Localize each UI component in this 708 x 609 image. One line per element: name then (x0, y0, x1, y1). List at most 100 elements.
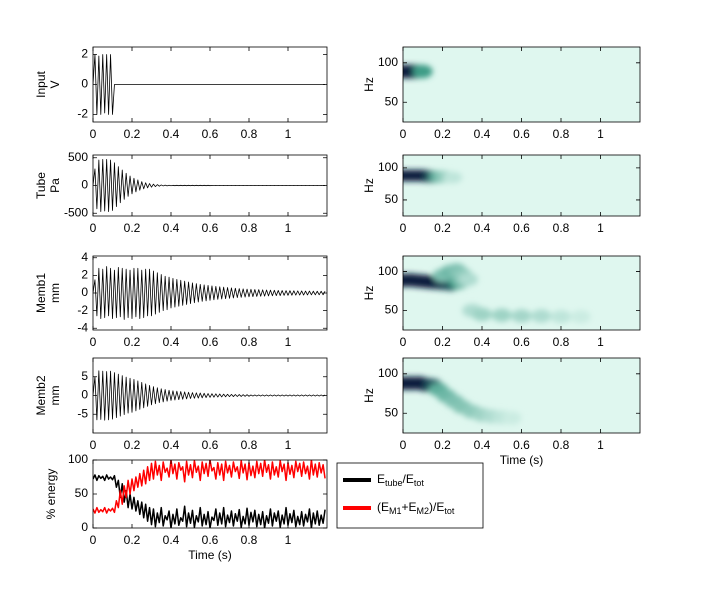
x-tick-label: 0.8 (241, 335, 258, 349)
plot-area (403, 256, 640, 330)
y-tick-label: 0 (81, 77, 88, 91)
y-tick-label: 0 (81, 285, 88, 299)
plot-area (93, 358, 327, 433)
legend-box (336, 462, 484, 529)
x-tick-label: 0.2 (434, 335, 451, 349)
y-tick-label: 50 (385, 192, 399, 206)
spectrogram-energy (403, 64, 433, 79)
x-tick-label: 0.4 (163, 127, 180, 141)
series-line (93, 460, 326, 514)
x-tick-label: 1 (285, 438, 292, 452)
y-axis-label: Pa (48, 178, 62, 193)
x-tick-label: 0 (90, 221, 97, 235)
y-tick-label: -2 (77, 107, 88, 121)
x-tick-label: 1 (597, 335, 604, 349)
y-axis-label: Memb2 (34, 375, 48, 415)
y-tick-label: 50 (385, 303, 399, 317)
y-tick-label: 4 (81, 250, 88, 264)
y-axis-label: Tube (34, 172, 48, 199)
energy-blob (531, 309, 552, 323)
x-tick-label: 0.8 (241, 221, 258, 235)
x-tick-label: 0.4 (474, 127, 491, 141)
x-tick-label: 0.2 (124, 533, 141, 547)
x-tick-label: 0 (90, 127, 97, 141)
legend-text: +E (402, 500, 417, 514)
x-axis-label: Time (s) (188, 548, 232, 562)
x-tick-label: 1 (285, 127, 292, 141)
y-tick-label: 500 (68, 150, 88, 164)
y-tick-label: 0 (81, 388, 88, 402)
x-tick-label: 1 (597, 438, 604, 452)
x-tick-label: 0.2 (124, 438, 141, 452)
x-tick-label: 0 (90, 438, 97, 452)
legend-text: (E (377, 500, 389, 514)
y-tick-label: 50 (75, 486, 89, 500)
plot-area (93, 155, 327, 216)
x-tick-label: 0.8 (241, 533, 258, 547)
x-tick-label: 0.4 (474, 221, 491, 235)
y-tick-label: 100 (378, 55, 398, 69)
x-tick-label: 0.8 (553, 438, 570, 452)
legend-subscript: tube (385, 478, 403, 488)
y-tick-label: -500 (64, 205, 88, 219)
axes-background (93, 358, 327, 433)
spectrogram-background (403, 155, 640, 216)
x-tick-label: 0.8 (241, 438, 258, 452)
x-tick-label: 0.4 (163, 438, 180, 452)
x-tick-label: 0.2 (434, 127, 451, 141)
x-tick-label: 0 (90, 335, 97, 349)
x-tick-label: 0 (400, 127, 407, 141)
y-tick-label: -2 (77, 303, 88, 317)
y-tick-label: 100 (378, 160, 398, 174)
x-tick-label: 0.6 (202, 127, 219, 141)
series-line (93, 370, 326, 421)
x-tick-label: 0.2 (124, 127, 141, 141)
x-tick-label: 0.2 (434, 221, 451, 235)
axes: 0 0.2 0.4 0.6 0.8 1 -5 0 5 Memb2 mm (34, 357, 328, 452)
plot-area (93, 256, 327, 330)
energy-blob (458, 272, 479, 287)
energy-blob (412, 64, 433, 79)
y-axis-label: V (48, 80, 62, 88)
y-axis-label: Memb1 (34, 273, 48, 313)
x-tick-label: 1 (285, 335, 292, 349)
y-axis-label: Hz (362, 286, 376, 301)
y-axis-label: Hz (362, 178, 376, 193)
x-tick-label: 1 (597, 221, 604, 235)
y-axis-label: Input (34, 70, 48, 97)
energy-blob (551, 310, 571, 324)
x-tick-label: 0.6 (202, 221, 219, 235)
y-tick-label: -5 (77, 406, 88, 420)
axes-background (93, 460, 327, 528)
axes: 0 0.2 0.4 0.6 0.8 1 -4 -2 0 2 4 Memb1 mm (34, 250, 328, 349)
y-axis-label: Hz (362, 77, 376, 92)
energy-blob (472, 307, 492, 322)
legend-subscript: M2 (417, 506, 430, 516)
x-tick-label: 0.4 (474, 335, 491, 349)
y-axis-label: Hz (362, 388, 376, 403)
y-tick-label: 100 (378, 366, 398, 380)
x-tick-label: 0 (400, 221, 407, 235)
y-tick-label: 100 (68, 452, 88, 466)
y-tick-label: 50 (385, 405, 399, 419)
x-tick-label: 0.2 (124, 335, 141, 349)
energy-blob (570, 310, 591, 324)
series-line (93, 54, 326, 115)
x-tick-label: 0 (400, 335, 407, 349)
plot-area (403, 358, 640, 433)
energy-blob (442, 171, 463, 184)
x-axis-label: Time (s) (500, 453, 544, 467)
x-tick-label: 0.8 (553, 335, 570, 349)
x-tick-label: 1 (285, 533, 292, 547)
x-tick-label: 0.8 (241, 127, 258, 141)
series-line (93, 474, 326, 528)
axes: 0 0.2 0.4 0.6 0.8 1 0 50 100 % energy Time (s) Etub… (44, 452, 484, 562)
x-tick-label: 0.6 (202, 438, 219, 452)
